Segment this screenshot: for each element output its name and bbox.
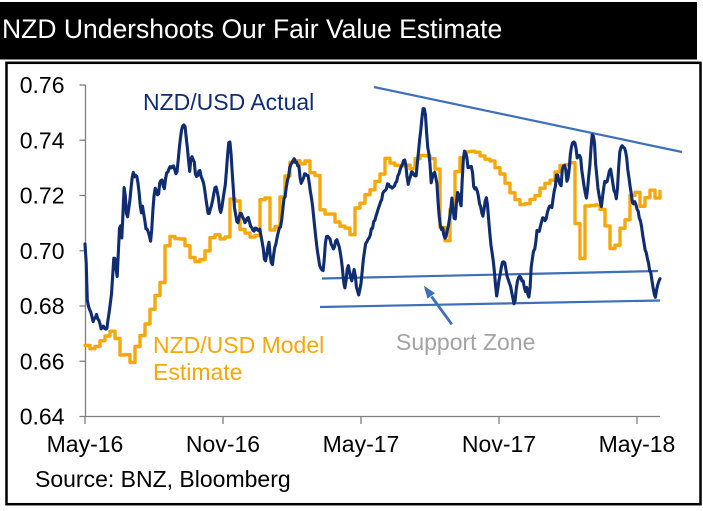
svg-text:0.72: 0.72 xyxy=(20,183,65,209)
svg-text:0.70: 0.70 xyxy=(20,238,65,264)
svg-text:0.68: 0.68 xyxy=(20,293,65,319)
svg-text:May-17: May-17 xyxy=(323,431,400,457)
svg-text:Support Zone: Support Zone xyxy=(396,329,535,355)
svg-text:Nov-16: Nov-16 xyxy=(186,431,260,457)
svg-text:May-16: May-16 xyxy=(47,431,124,457)
svg-text:May-18: May-18 xyxy=(599,431,676,457)
svg-text:0.76: 0.76 xyxy=(20,72,65,98)
svg-text:0.64: 0.64 xyxy=(20,404,65,430)
svg-text:0.66: 0.66 xyxy=(20,348,65,374)
svg-text:Source: BNZ, Bloomberg: Source: BNZ, Bloomberg xyxy=(35,466,291,492)
svg-text:0.74: 0.74 xyxy=(20,127,65,153)
svg-text:NZD Undershoots Our Fair Value: NZD Undershoots Our Fair Value Estimate xyxy=(2,14,502,44)
svg-text:Nov-17: Nov-17 xyxy=(462,431,536,457)
svg-text:Estimate: Estimate xyxy=(153,359,242,385)
svg-text:NZD/USD Model: NZD/USD Model xyxy=(153,332,324,358)
svg-text:NZD/USD Actual: NZD/USD Actual xyxy=(143,89,314,115)
